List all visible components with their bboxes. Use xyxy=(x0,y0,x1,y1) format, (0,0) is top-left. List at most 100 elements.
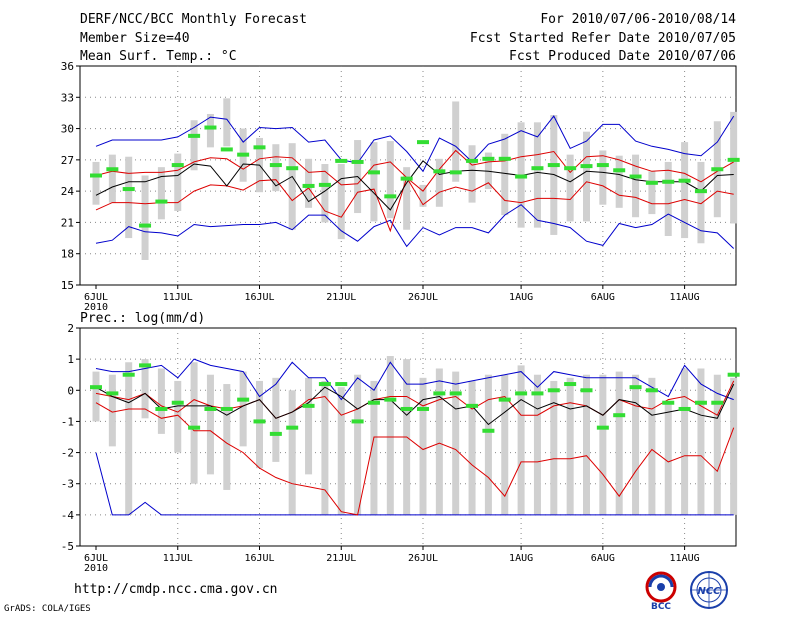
median-marker xyxy=(645,388,658,393)
ensemble-box xyxy=(713,374,721,515)
variable-label: Mean Surf. Temp.: °C xyxy=(80,49,237,64)
precip-panel-title: Prec.: log(mm/d) xyxy=(80,311,205,326)
median-marker xyxy=(727,372,740,377)
source-url[interactable]: http://cmdp.ncc.cma.gov.cn xyxy=(74,582,278,597)
ensemble-box xyxy=(190,362,198,484)
y-tick-label: -2 xyxy=(61,447,74,460)
series-spread-upper xyxy=(95,380,735,419)
ensemble-box xyxy=(108,154,116,203)
median-marker xyxy=(466,158,479,163)
series-spread-lower xyxy=(95,402,735,516)
median-marker xyxy=(711,400,724,405)
ensemble-box xyxy=(92,371,100,422)
ensemble-box xyxy=(370,380,378,515)
median-marker xyxy=(90,173,102,178)
y-tick-label: -1 xyxy=(61,415,74,428)
ensemble-box xyxy=(664,402,672,515)
ensemble-box xyxy=(223,98,231,147)
ensemble-box xyxy=(468,380,476,515)
y-tick-label: 21 xyxy=(61,216,74,229)
ensemble-box xyxy=(468,145,476,203)
ensemble-box xyxy=(337,164,345,240)
x-tick-label: 6JUL xyxy=(84,292,108,303)
ensemble-box xyxy=(337,387,345,515)
ensemble-box xyxy=(452,101,460,182)
median-marker xyxy=(220,406,233,411)
panel-temperature: 15 18 21 24 27 30 33 36 6JUL 11JUL 16JUL 21JUL 26JUL… xyxy=(61,60,740,313)
median-marker xyxy=(318,382,331,387)
median-marker xyxy=(400,176,413,181)
ensemble-box xyxy=(157,368,165,434)
x-tick-label: 16JUL xyxy=(244,292,274,303)
y-tick-label: 24 xyxy=(61,185,75,198)
y-tick-label: -3 xyxy=(61,478,74,491)
x-tick-label: 16JUL xyxy=(244,553,274,564)
ensemble-box xyxy=(501,133,509,216)
ensemble-box xyxy=(223,384,231,490)
ensemble-box xyxy=(174,153,182,211)
series-lower-bound xyxy=(95,204,735,249)
median-marker xyxy=(645,180,658,185)
median-marker xyxy=(286,166,299,171)
median-marker xyxy=(498,156,511,161)
x-tick-label: 21JUL xyxy=(326,553,356,564)
median-marker xyxy=(155,406,168,411)
median-marker xyxy=(613,413,626,418)
series-spread-upper xyxy=(95,149,734,192)
ensemble-box xyxy=(501,374,509,515)
ensemble-box xyxy=(370,142,378,222)
median-marker xyxy=(351,419,364,424)
median-marker xyxy=(531,166,544,171)
median-marker xyxy=(400,406,413,411)
median-marker xyxy=(596,163,609,168)
median-marker xyxy=(515,174,528,179)
median-marker xyxy=(188,133,201,138)
ensemble-box xyxy=(583,374,590,515)
ensemble-box xyxy=(386,356,394,515)
median-marker xyxy=(318,182,331,187)
x-tick-label: 1AUG xyxy=(509,292,533,303)
ensemble-box xyxy=(550,380,558,515)
median-marker xyxy=(547,388,560,393)
x-year-label: 2010 xyxy=(84,563,108,574)
y-tick-label: 27 xyxy=(61,154,74,167)
forecast-period-label: For 2010/07/06-2010/08/14 xyxy=(540,12,736,27)
series-lower-bound xyxy=(95,452,734,516)
median-marker xyxy=(204,125,217,130)
series-ensemble-mean xyxy=(95,383,735,426)
x-tick-label: 6JUL xyxy=(84,553,108,564)
ensemble-box xyxy=(533,122,541,228)
ensemble-box xyxy=(288,143,296,230)
median-marker xyxy=(351,159,364,164)
median-marker xyxy=(711,167,724,172)
median-marker xyxy=(188,425,201,430)
x-tick-label: 6AUG xyxy=(591,553,615,564)
median-marker xyxy=(335,382,348,387)
x-tick-label: 26JUL xyxy=(408,553,438,564)
y-tick-label: 33 xyxy=(61,91,74,104)
ensemble-box xyxy=(599,374,607,515)
chart-title: DERF/NCC/BCC Monthly Forecast xyxy=(80,12,307,27)
median-marker xyxy=(139,223,152,228)
y-tick-label: 2 xyxy=(67,322,74,335)
median-marker xyxy=(629,174,642,179)
x-tick-label: 1AUG xyxy=(509,553,533,564)
median-marker xyxy=(727,157,740,162)
median-marker xyxy=(253,419,266,424)
ensemble-box xyxy=(681,142,689,239)
ensemble-box xyxy=(435,368,443,515)
ensemble-box xyxy=(517,365,525,515)
ensemble-box xyxy=(648,171,656,215)
ensemble-box xyxy=(419,377,427,515)
ensemble-box xyxy=(272,144,280,192)
median-marker xyxy=(237,152,250,157)
median-marker xyxy=(433,169,446,174)
ensemble-box xyxy=(157,167,165,220)
ensemble-box xyxy=(533,374,541,515)
ensemble-box xyxy=(615,155,623,208)
median-marker xyxy=(547,163,560,168)
median-marker xyxy=(139,363,152,368)
ensemble-box xyxy=(125,156,133,239)
